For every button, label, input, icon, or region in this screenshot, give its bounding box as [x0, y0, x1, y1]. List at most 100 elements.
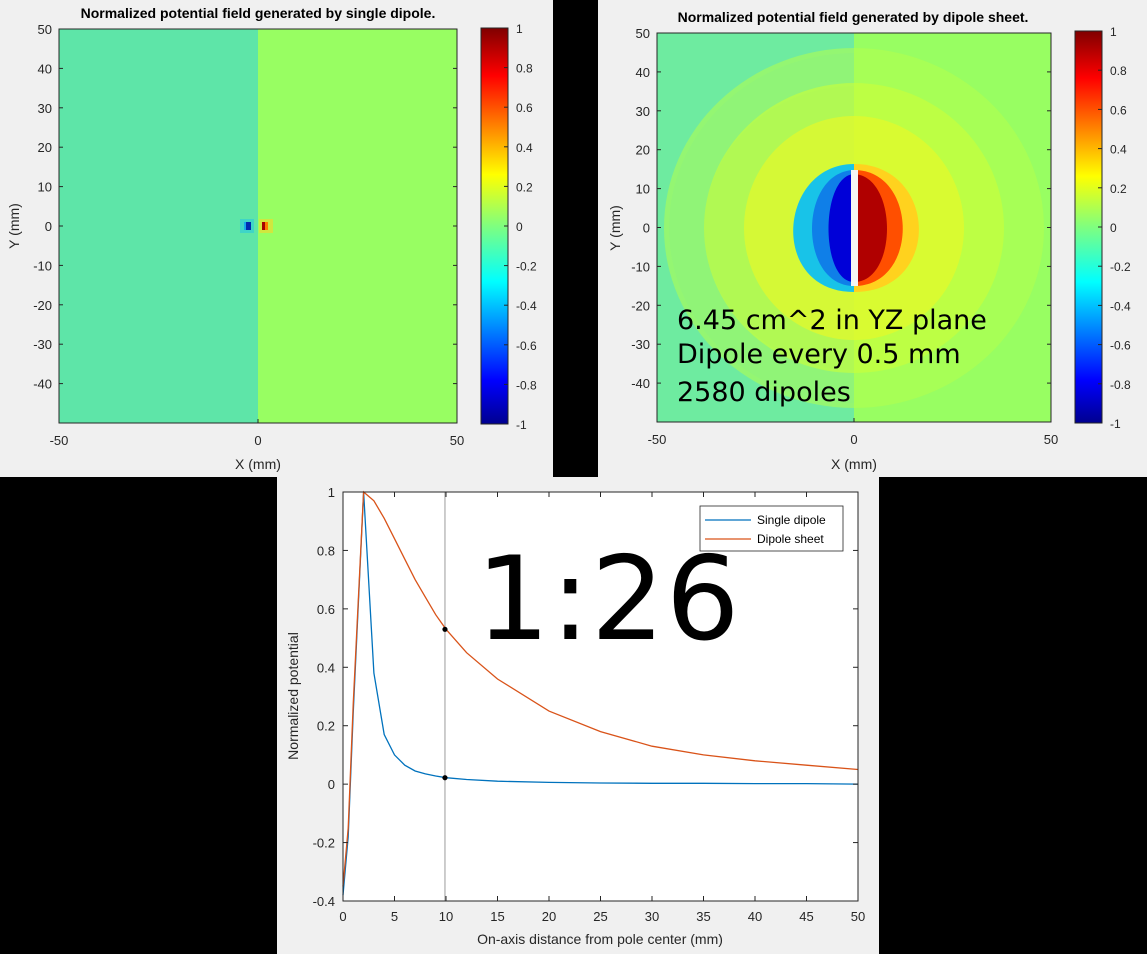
ratio-label: 1:26	[476, 532, 741, 667]
x-tick-label: 40	[748, 909, 762, 924]
field-right-half	[258, 29, 457, 423]
y-tick-label: 1	[328, 485, 335, 500]
colorbar-tick-label: 1	[1110, 25, 1117, 39]
field-left-half	[59, 29, 258, 423]
x-tick-label: 30	[645, 909, 659, 924]
x-tick-label: 20	[542, 909, 556, 924]
y-tick-label: 40	[636, 65, 650, 80]
x-tick-label: 50	[450, 433, 464, 448]
colorbar-tick-label: -0.4	[1110, 299, 1131, 313]
legend-label-single: Single dipole	[757, 513, 826, 527]
y-tick-label: -40	[631, 376, 650, 391]
positive-pole-edge	[265, 222, 268, 230]
colorbar-tick-label: -0.6	[1110, 339, 1131, 353]
on-axis-plot-panel: 1 0.8 0.6 0.4 0.2 0 -0.2 -0.4 0 5 10 15 20 25 30 35 40 4…	[277, 477, 879, 954]
colorbar-tick-label: 0	[516, 220, 523, 234]
x-tick-label: 45	[799, 909, 813, 924]
colorbar-tick-label: -1	[516, 418, 527, 432]
x-tick-label: 0	[254, 433, 261, 448]
colorbar-tick-label: 0.2	[1110, 182, 1127, 196]
x-tick-label: 50	[1044, 432, 1058, 447]
y-tick-label: -30	[631, 337, 650, 352]
y-tick-label: -10	[33, 258, 52, 273]
x-tick-label: 35	[696, 909, 710, 924]
x-axis-label: X (mm)	[235, 456, 281, 472]
y-tick-label: 20	[636, 143, 650, 158]
dipole-sheet-panel: Normalized potential field generated by …	[598, 0, 1147, 477]
plot-area	[343, 492, 858, 901]
y-tick-label: 10	[38, 180, 52, 195]
highlight-point	[442, 626, 448, 632]
colorbar-tick-label: 0.8	[1110, 64, 1127, 78]
legend: Single dipole Dipole sheet	[699, 505, 844, 552]
annotation-spacing: Dipole every 0.5 mm	[677, 339, 961, 370]
y-axis-label: Normalized potential	[285, 632, 301, 760]
dipole-sheet-title: Normalized potential field generated by …	[678, 9, 1029, 25]
single-dipole-panel: Normalized potential field generated by …	[0, 0, 553, 477]
colorbar	[480, 27, 509, 425]
y-tick-label: -0.2	[313, 836, 335, 851]
legend-box	[699, 505, 844, 552]
colorbar-tick-label: -0.6	[516, 339, 537, 353]
y-tick-label: 50	[38, 22, 52, 37]
colorbar-tick-label: -0.4	[516, 299, 537, 313]
x-tick-label: 10	[439, 909, 453, 924]
y-tick-label: 0	[328, 777, 335, 792]
positive-pole	[262, 222, 265, 230]
y-axis-label: Y (mm)	[607, 205, 623, 251]
colorbar-tick-label: -0.8	[1110, 378, 1131, 392]
y-tick-label: 40	[38, 61, 52, 76]
x-tick-label: -50	[50, 433, 69, 448]
y-tick-label: 50	[636, 26, 650, 41]
colorbar-tick-label: -1	[1110, 417, 1121, 431]
y-tick-label: -10	[631, 259, 650, 274]
dipole-sheet-line	[342, 490, 859, 887]
colorbar-tick-label: 0.4	[1110, 143, 1127, 157]
x-tick-label: 5	[391, 909, 398, 924]
colorbar-tick-label: -0.8	[516, 378, 537, 392]
colorbar	[1074, 30, 1103, 424]
negative-pole	[246, 222, 251, 230]
y-tick-label: -0.4	[313, 894, 335, 909]
y-tick-label: -30	[33, 337, 52, 352]
x-tick-label: 0	[850, 432, 857, 447]
y-tick-label: 0.4	[317, 660, 335, 675]
colorbar-tick-label: 0.2	[516, 180, 533, 194]
highlight-point	[442, 775, 448, 781]
colorbar-tick-label: 1	[516, 22, 523, 36]
colorbar-tick-label: 0.4	[516, 141, 533, 155]
y-tick-label: 0.2	[317, 719, 335, 734]
colorbar-tick-label: 0.6	[1110, 103, 1127, 117]
y-tick-label: 0	[45, 219, 52, 234]
y-tick-label: 30	[38, 101, 52, 116]
x-tick-label: 0	[339, 909, 346, 924]
sheet-gap	[851, 170, 858, 286]
y-tick-label: 30	[636, 104, 650, 119]
x-axis-label: X (mm)	[831, 456, 877, 472]
x-tick-label: 15	[490, 909, 504, 924]
negative-pole-edge	[244, 222, 246, 230]
y-tick-label: 20	[38, 140, 52, 155]
x-tick-label: 25	[593, 909, 607, 924]
x-tick-label: 50	[851, 909, 865, 924]
y-tick-label: 0.8	[317, 543, 335, 558]
single-dipole-line	[342, 491, 859, 896]
annotation-area: 6.45 cm^2 in YZ plane	[677, 305, 987, 336]
annotation-count: 2580 dipoles	[677, 377, 851, 408]
y-tick-label: 0	[643, 221, 650, 236]
y-tick-label: -20	[33, 298, 52, 313]
y-axis-label: Y (mm)	[6, 203, 22, 249]
negative-lobe-core	[828, 174, 854, 282]
y-tick-label: 10	[636, 182, 650, 197]
colorbar-tick-label: -0.2	[1110, 260, 1131, 274]
positive-lobe-core	[854, 174, 887, 282]
colorbar-tick-label: 0.6	[516, 101, 533, 115]
colorbar-tick-label: -0.2	[516, 260, 537, 274]
colorbar-tick-label: 0	[1110, 221, 1117, 235]
y-tick-label: -20	[631, 298, 650, 313]
y-tick-label: -40	[33, 377, 52, 392]
single-dipole-title: Normalized potential field generated by …	[81, 5, 436, 21]
y-tick-label: 0.6	[317, 602, 335, 617]
sheet-field	[657, 33, 1051, 422]
x-axis-label: On-axis distance from pole center (mm)	[477, 931, 723, 947]
